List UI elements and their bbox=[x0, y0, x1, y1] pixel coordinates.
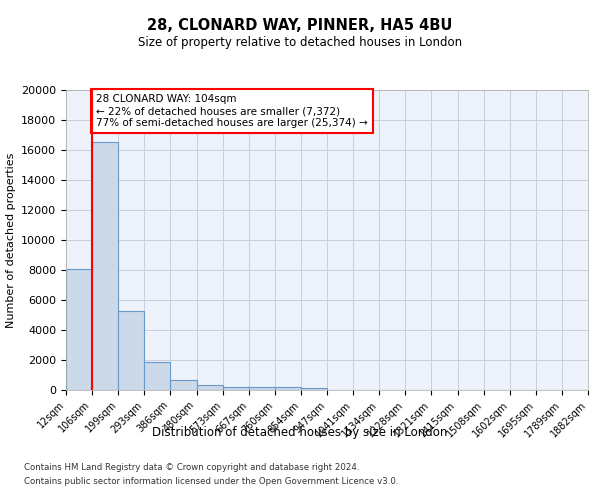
Bar bbox=[249, 387, 275, 390]
Text: Contains HM Land Registry data © Crown copyright and database right 2024.: Contains HM Land Registry data © Crown c… bbox=[24, 464, 359, 472]
Text: Size of property relative to detached houses in London: Size of property relative to detached ho… bbox=[138, 36, 462, 49]
Bar bbox=[223, 386, 249, 390]
Bar bbox=[275, 388, 301, 390]
Bar bbox=[145, 362, 170, 390]
Text: 28 CLONARD WAY: 104sqm
← 22% of detached houses are smaller (7,372)
77% of semi-: 28 CLONARD WAY: 104sqm ← 22% of detached… bbox=[96, 94, 368, 128]
Bar bbox=[301, 388, 327, 390]
Bar bbox=[197, 385, 223, 390]
Bar bbox=[66, 268, 92, 390]
Text: 28, CLONARD WAY, PINNER, HA5 4BU: 28, CLONARD WAY, PINNER, HA5 4BU bbox=[148, 18, 452, 32]
Text: Distribution of detached houses by size in London: Distribution of detached houses by size … bbox=[152, 426, 448, 439]
Text: Contains public sector information licensed under the Open Government Licence v3: Contains public sector information licen… bbox=[24, 477, 398, 486]
Bar bbox=[92, 142, 118, 390]
Bar bbox=[118, 310, 145, 390]
Y-axis label: Number of detached properties: Number of detached properties bbox=[5, 152, 16, 328]
Bar bbox=[170, 380, 197, 390]
